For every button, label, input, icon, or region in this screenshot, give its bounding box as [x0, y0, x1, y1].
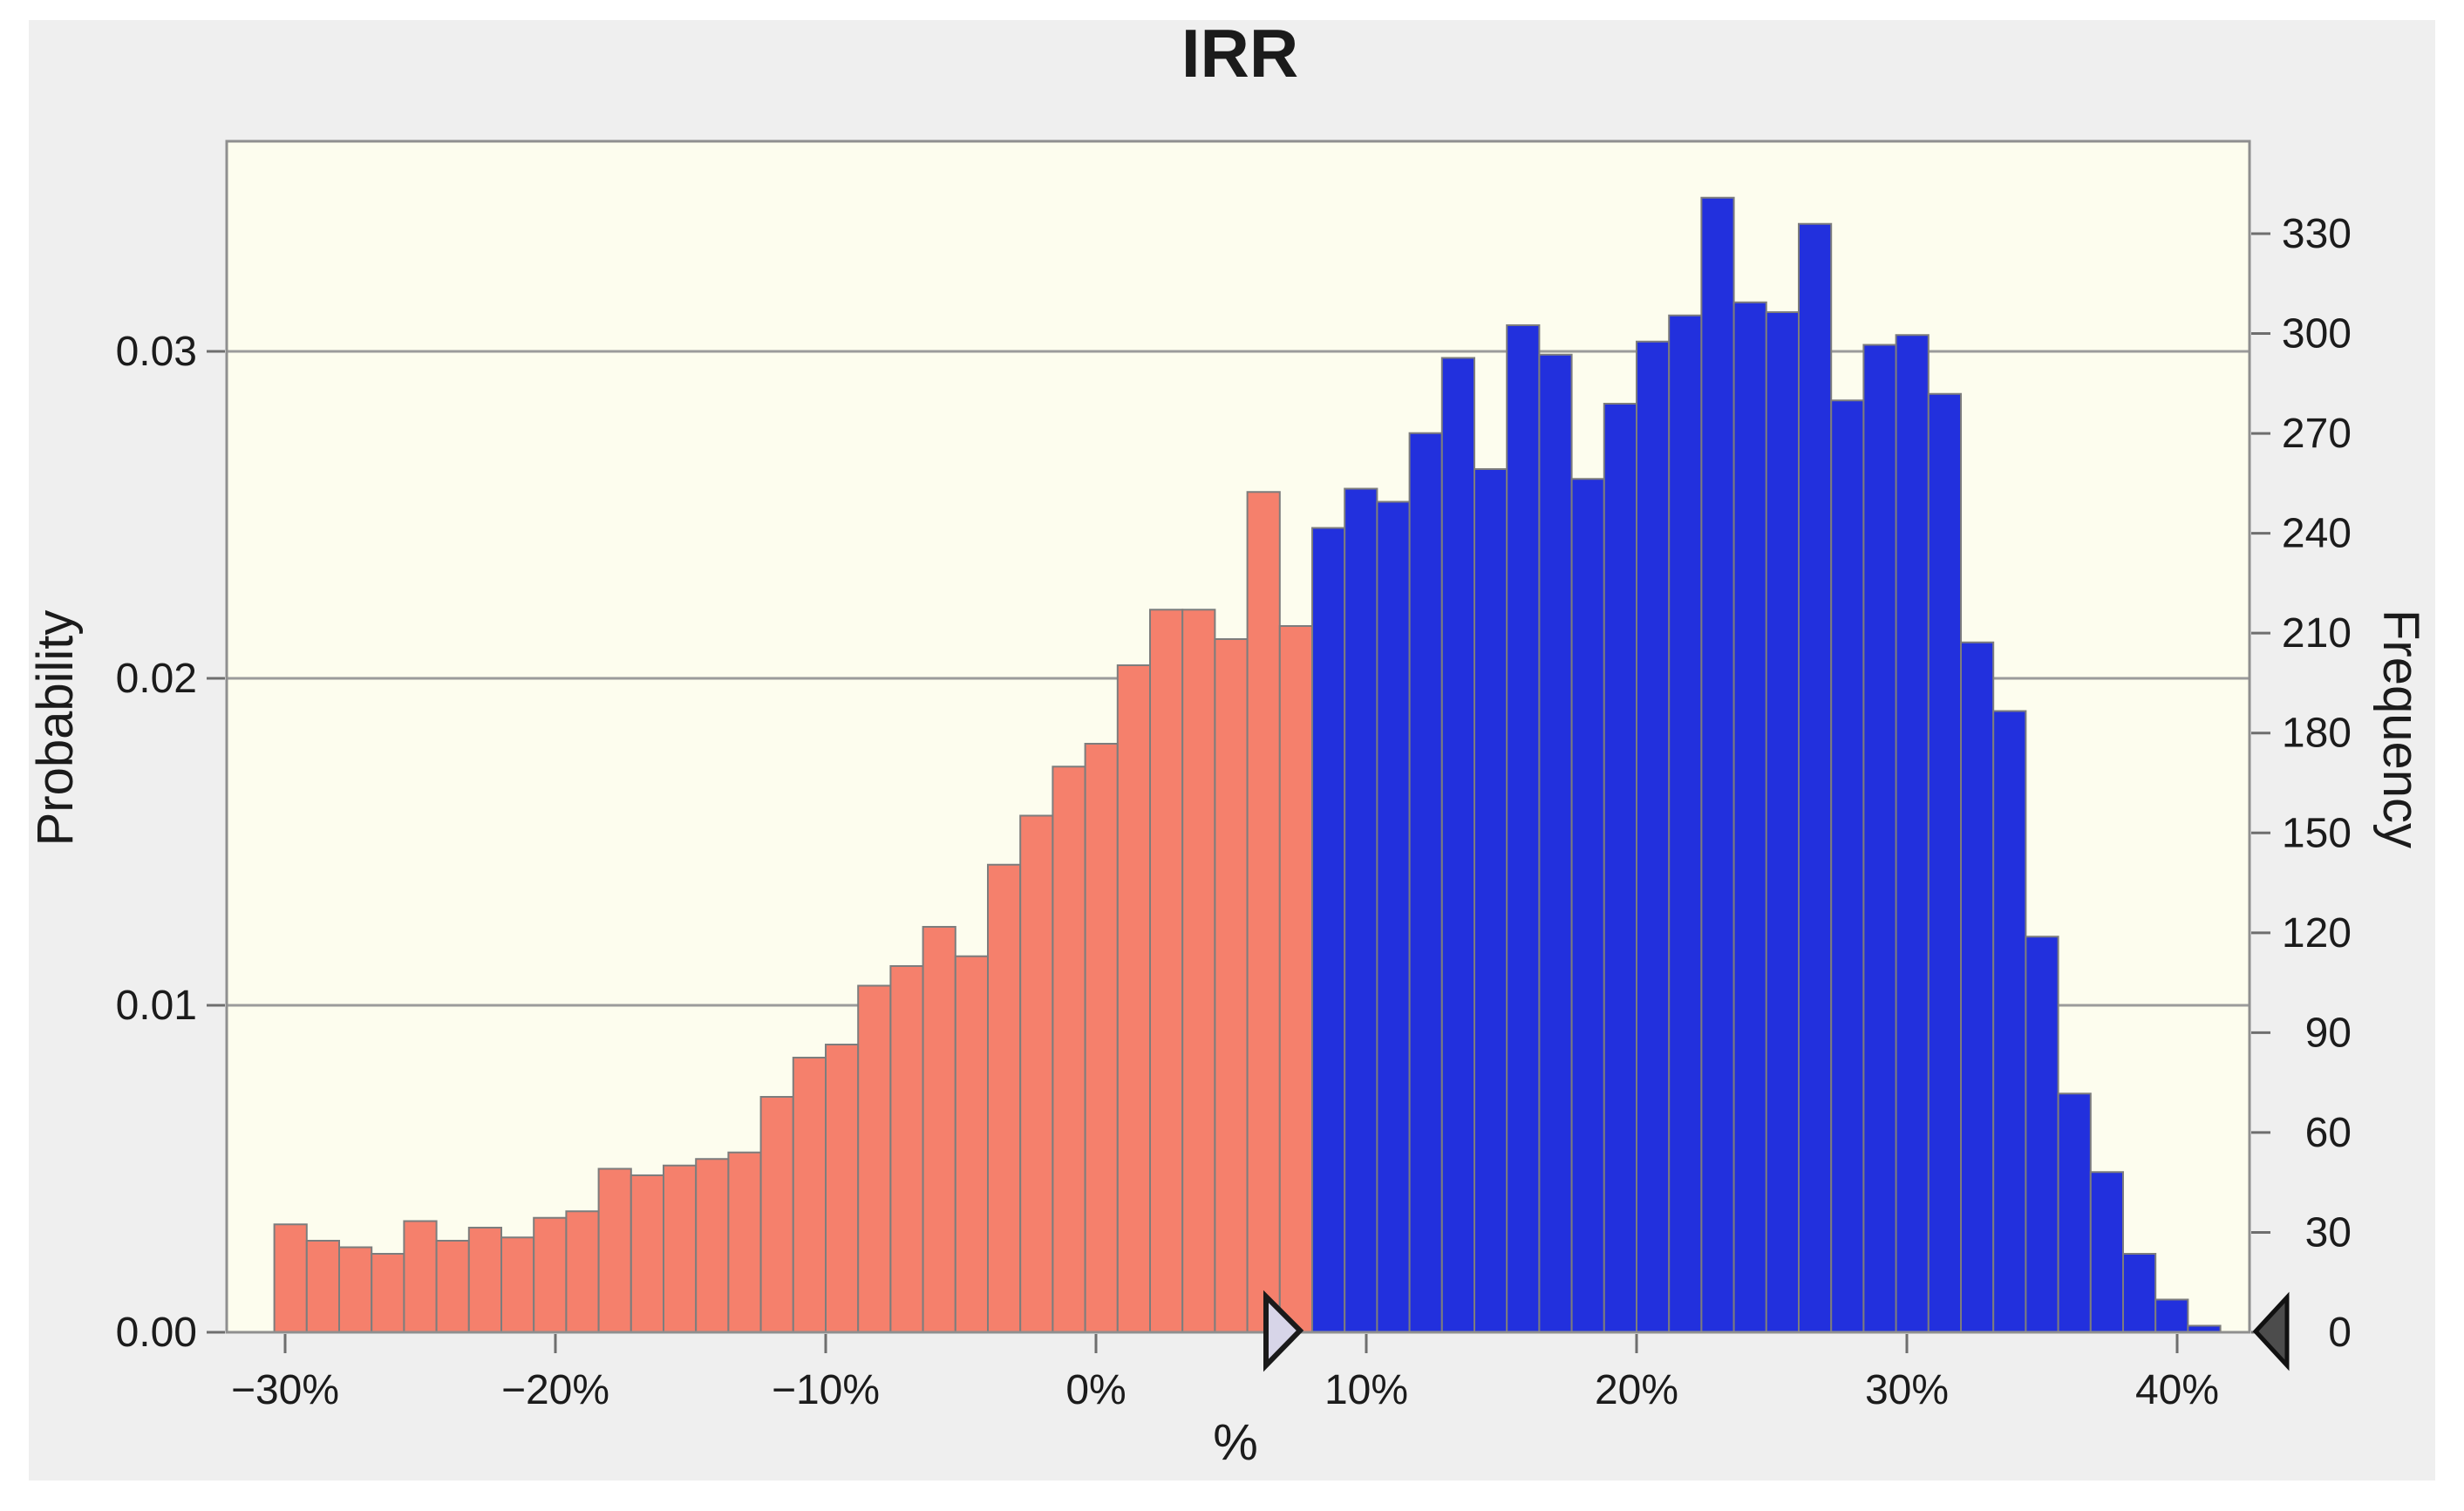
y-right-tick-label: 180: [2282, 711, 2352, 757]
histogram-bar-below: [273, 1223, 308, 1333]
histogram-bar-above: [1798, 222, 1833, 1333]
histogram-bar-below: [825, 1044, 860, 1333]
histogram-bar-above: [2025, 936, 2059, 1333]
x-tick-label: 0%: [1065, 1367, 1126, 1413]
y-left-tick-label: 0.00: [116, 1310, 197, 1356]
histogram-bar-below: [695, 1158, 730, 1333]
y-axis-title-right: Frequency: [2372, 609, 2429, 848]
histogram-bar-above: [1668, 314, 1703, 1333]
y-right-tick-label: 270: [2282, 411, 2352, 457]
x-tick-label: 10%: [1324, 1367, 1408, 1413]
delimiter-slider[interactable]: [1263, 1290, 1304, 1372]
histogram-bar-above: [1765, 311, 1800, 1333]
histogram-bar-below: [987, 863, 1022, 1333]
histogram-bar-above: [1603, 403, 1638, 1333]
x-tick-label: 40%: [2135, 1367, 2219, 1413]
x-tick-label: 30%: [1865, 1367, 1949, 1413]
histogram-bar-below: [630, 1174, 664, 1333]
histogram-bar-above: [1960, 641, 1995, 1333]
histogram-bar-below: [371, 1253, 405, 1333]
y-right-tick-label: 0: [2328, 1310, 2352, 1356]
histogram-bar-below: [1116, 664, 1152, 1333]
histogram-bar-above: [1440, 357, 1476, 1333]
y-right-tick-label: 240: [2282, 511, 2352, 557]
x-tick-label: −20%: [501, 1367, 609, 1413]
right-edge-marker[interactable]: [2252, 1291, 2290, 1371]
histogram-bar-below: [1019, 814, 1054, 1333]
histogram-bar-above: [1895, 334, 1930, 1333]
histogram-bar-above: [1830, 399, 1865, 1333]
histogram-bar-below: [1149, 609, 1184, 1333]
histogram-bar-below: [1052, 766, 1086, 1333]
histogram-bar-above: [1992, 710, 2027, 1333]
histogram-bar-below: [889, 965, 924, 1333]
histogram-bar-below: [922, 926, 956, 1333]
histogram-bar-above: [1732, 301, 1767, 1333]
histogram-bar-below: [954, 955, 990, 1333]
y-right-tick-label: 210: [2282, 610, 2352, 657]
x-axis-title: %: [1213, 1414, 1258, 1471]
histogram-bar-below: [338, 1246, 373, 1333]
y-right-tick-label: 300: [2282, 311, 2352, 357]
histogram-bar-above: [1538, 353, 1573, 1333]
histogram-bar-below: [565, 1210, 600, 1333]
y-right-tick-label: 90: [2305, 1010, 2352, 1056]
y-axis-title-left: Probability: [27, 610, 84, 847]
histogram-bar-above: [1636, 340, 1671, 1333]
histogram-bar-below: [663, 1164, 698, 1333]
histogram-bar-below: [1246, 491, 1281, 1333]
histogram-bar-below: [500, 1236, 535, 1333]
plot-border: [225, 140, 2251, 1334]
histogram-bar-below: [435, 1240, 470, 1333]
y-left-tick-label: 0.01: [116, 983, 197, 1029]
histogram-bar-below: [857, 984, 892, 1333]
histogram-bar-below: [1214, 638, 1249, 1333]
histogram-bar-below: [597, 1167, 632, 1333]
y-left-tick-label: 0.03: [116, 329, 197, 375]
histogram-bar-below: [1278, 625, 1314, 1333]
histogram-bar-above: [1862, 344, 1897, 1333]
histogram-bar-below: [403, 1220, 438, 1333]
histogram-bar-above: [2122, 1253, 2157, 1333]
histogram-bar-below: [1181, 609, 1216, 1333]
histogram-bar-above: [1376, 500, 1411, 1333]
y-right-tick-label: 60: [2305, 1110, 2352, 1156]
y-right-tick-label: 30: [2305, 1209, 2352, 1256]
y-right-tick-label: 120: [2282, 910, 2352, 956]
histogram-bar-above: [2089, 1171, 2125, 1333]
histogram-bar-above: [1311, 527, 1346, 1333]
histogram-bar-above: [1474, 468, 1508, 1333]
histogram-bar-above: [1570, 478, 1605, 1333]
histogram-bar-below: [727, 1151, 762, 1333]
y-left-tick-label: 0.02: [116, 656, 197, 702]
histogram-bar-below: [305, 1240, 340, 1333]
histogram-bar-below: [759, 1096, 794, 1333]
histogram-bar-above: [1408, 432, 1443, 1333]
histogram-bar-below: [792, 1057, 827, 1333]
x-tick-label: 20%: [1595, 1367, 1678, 1413]
x-tick-label: −10%: [772, 1367, 880, 1413]
histogram-bar-above: [2057, 1092, 2092, 1333]
chart-title: IRR: [1181, 15, 1298, 92]
histogram-bar-above: [1506, 324, 1541, 1333]
histogram-bar-above: [1344, 487, 1378, 1333]
y-right-tick-label: 150: [2282, 810, 2352, 856]
histogram-bar-above: [2154, 1298, 2189, 1333]
histogram-bar-below: [1084, 743, 1119, 1333]
histogram-bar-above: [1700, 196, 1735, 1333]
x-tick-label: −30%: [231, 1367, 339, 1413]
histogram-bar-above: [1927, 392, 1963, 1333]
histogram-bar-below: [467, 1227, 502, 1333]
y-right-tick-label: 330: [2282, 211, 2352, 257]
histogram-bar-below: [533, 1216, 568, 1333]
